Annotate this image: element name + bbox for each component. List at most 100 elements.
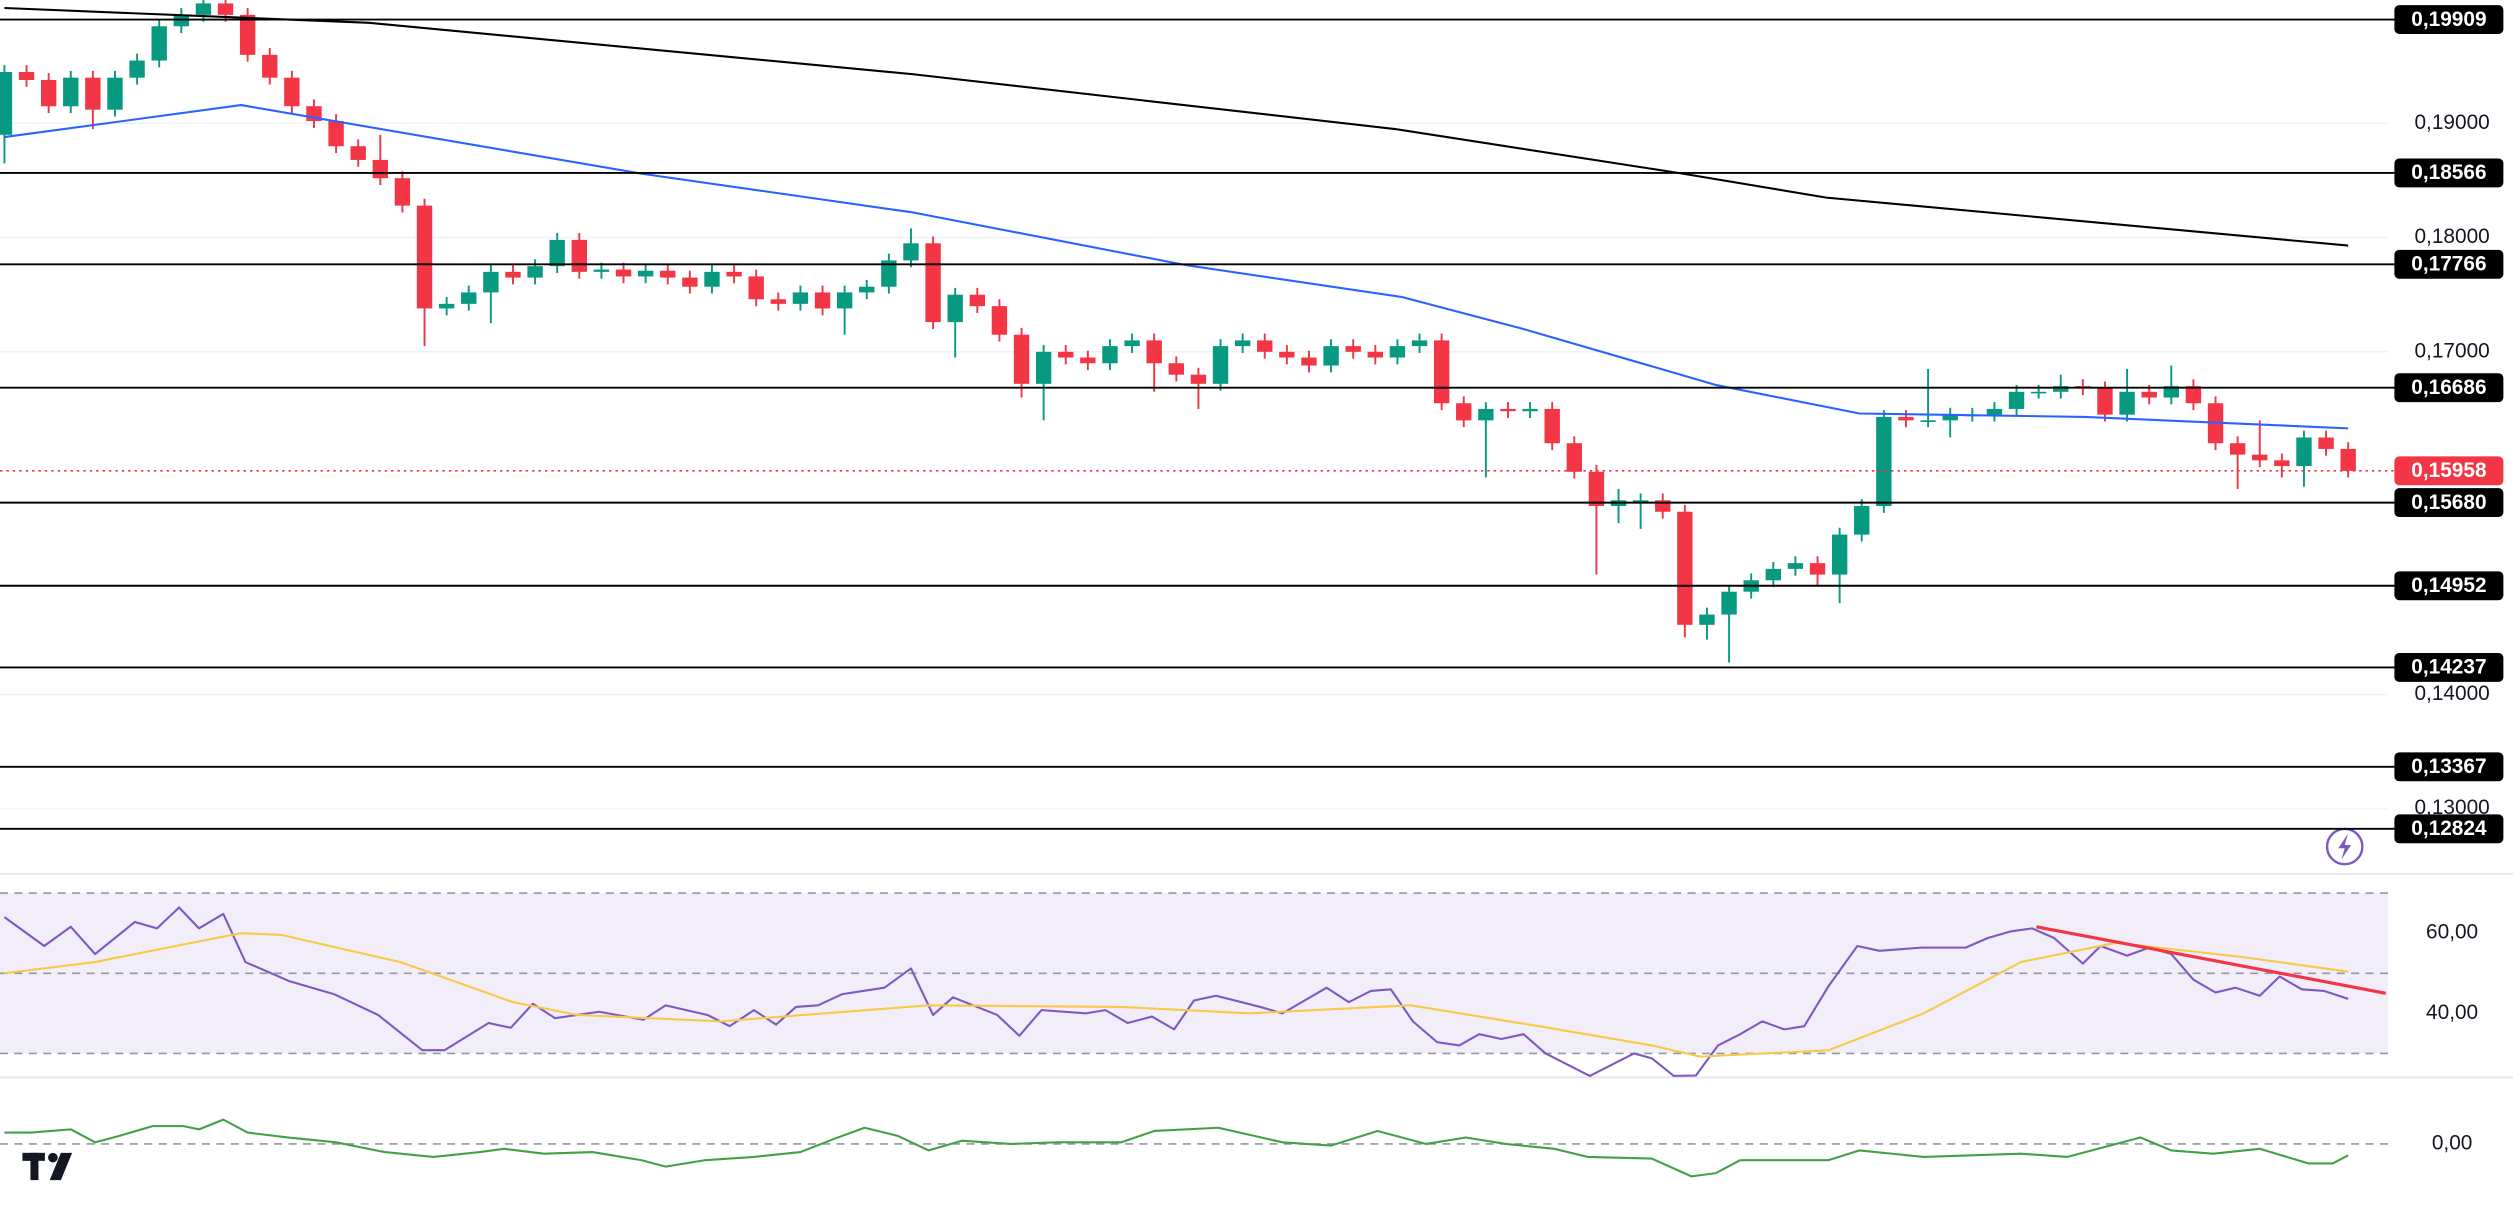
candle-body bbox=[1013, 334, 1030, 384]
candle-body bbox=[903, 243, 919, 261]
candle-body bbox=[2053, 386, 2069, 392]
candle-body bbox=[527, 266, 543, 278]
candle-body bbox=[1699, 614, 1715, 625]
candle-body bbox=[1632, 500, 1649, 502]
level-label: 0,15680 bbox=[2411, 491, 2486, 514]
y-tick-label: 40,00 bbox=[2426, 1001, 2478, 1024]
candle-body bbox=[1721, 591, 1737, 615]
candle-body bbox=[2274, 460, 2290, 467]
price-axis: 60,00 40,00 bbox=[2426, 921, 2478, 1024]
candle-body bbox=[85, 77, 101, 110]
price-axis: 0,00 bbox=[2432, 1131, 2473, 1154]
candle-body bbox=[1058, 351, 1074, 358]
candle-body bbox=[173, 14, 190, 27]
candle-body bbox=[925, 243, 941, 323]
line-series bbox=[4, 104, 2349, 430]
candle-body bbox=[814, 292, 831, 309]
candle-body bbox=[1102, 346, 1118, 364]
candle-body bbox=[1854, 506, 1870, 535]
candle-body bbox=[571, 239, 588, 272]
candle-body bbox=[262, 54, 278, 78]
level-label-box bbox=[2394, 752, 2504, 782]
level-label: 0,19909 bbox=[2411, 8, 2486, 31]
candle-body bbox=[1898, 416, 1914, 421]
candle-body bbox=[969, 294, 986, 307]
candle-body bbox=[1876, 416, 1892, 507]
y-tick-label: 0,13000 bbox=[2414, 796, 2489, 819]
candle-body bbox=[2296, 437, 2312, 467]
level-label-box bbox=[2394, 158, 2504, 188]
level-label: 0,13367 bbox=[2411, 755, 2486, 778]
candle-body bbox=[1257, 340, 1273, 352]
candle-body bbox=[328, 121, 344, 147]
candle-body bbox=[881, 260, 897, 287]
candle-body bbox=[1234, 340, 1251, 347]
candle-body bbox=[2185, 386, 2202, 404]
candle-body bbox=[217, 3, 234, 15]
candle-body bbox=[1279, 351, 1295, 358]
candle-body bbox=[991, 306, 1008, 335]
candle-body bbox=[18, 71, 35, 80]
candle-body bbox=[129, 60, 145, 78]
candle-body bbox=[1367, 351, 1383, 358]
candle-body bbox=[2141, 391, 2157, 398]
candle-body bbox=[284, 77, 300, 107]
candle-body bbox=[0, 71, 13, 135]
candle-body bbox=[2097, 388, 2113, 415]
candle-body bbox=[2318, 437, 2334, 449]
candle-body bbox=[1500, 408, 1516, 412]
candle-body bbox=[438, 303, 455, 309]
candle-body bbox=[350, 146, 366, 160]
level-label-box bbox=[2394, 5, 2504, 34]
candle-body bbox=[2340, 448, 2356, 471]
candle-body bbox=[416, 205, 433, 309]
candle-body bbox=[792, 292, 809, 304]
candle-body bbox=[394, 178, 411, 206]
candle-body bbox=[1478, 408, 1494, 421]
last-price-label: 0,15958 bbox=[2411, 459, 2486, 482]
candle-body bbox=[1301, 357, 1317, 366]
y-tick-label: 60,00 bbox=[2426, 921, 2478, 944]
y-tick-label: 0,14000 bbox=[2414, 682, 2489, 705]
level-label-box bbox=[2394, 373, 2504, 403]
line-series bbox=[2036, 925, 2387, 995]
rsi-band bbox=[0, 893, 2388, 1054]
lightning-icon bbox=[2325, 827, 2364, 866]
candle-body bbox=[637, 270, 654, 277]
candle-body bbox=[63, 77, 79, 107]
candle-body bbox=[2008, 391, 2025, 409]
level-label-box bbox=[2394, 814, 2504, 844]
panel bbox=[0, 0, 2388, 810]
level-label: 0,12824 bbox=[2411, 817, 2487, 840]
candle-body bbox=[107, 77, 123, 110]
candle-body bbox=[1920, 420, 1936, 422]
candle-body bbox=[1986, 408, 2003, 415]
candle-body bbox=[1323, 346, 1339, 366]
level-label-box bbox=[2394, 488, 2504, 518]
y-tick-label: 0,17000 bbox=[2414, 339, 2489, 362]
level-label: 0,14237 bbox=[2411, 656, 2486, 679]
candle-body bbox=[1168, 363, 1184, 375]
candle-body bbox=[1389, 346, 1406, 358]
level-label: 0,16686 bbox=[2411, 376, 2486, 399]
candle-body bbox=[549, 239, 565, 267]
candle-body bbox=[836, 292, 853, 309]
line-series bbox=[3, 906, 2349, 1077]
candle-body bbox=[2163, 386, 2179, 398]
candle-body bbox=[770, 299, 787, 304]
level-label: 0,18566 bbox=[2411, 161, 2486, 184]
level-label: 0,14952 bbox=[2411, 574, 2486, 597]
candle-body bbox=[1035, 351, 1052, 384]
candle-body bbox=[2252, 454, 2268, 461]
candle-body bbox=[704, 271, 720, 287]
candle-body bbox=[461, 292, 477, 304]
candle-body bbox=[1212, 346, 1229, 384]
candle-body bbox=[1433, 340, 1450, 404]
candle-body bbox=[859, 286, 875, 293]
candle-body bbox=[2229, 443, 2246, 455]
candle-body bbox=[483, 271, 499, 293]
candle-body bbox=[1942, 414, 1958, 421]
candle-body bbox=[151, 26, 167, 61]
panel bbox=[0, 892, 2388, 1077]
